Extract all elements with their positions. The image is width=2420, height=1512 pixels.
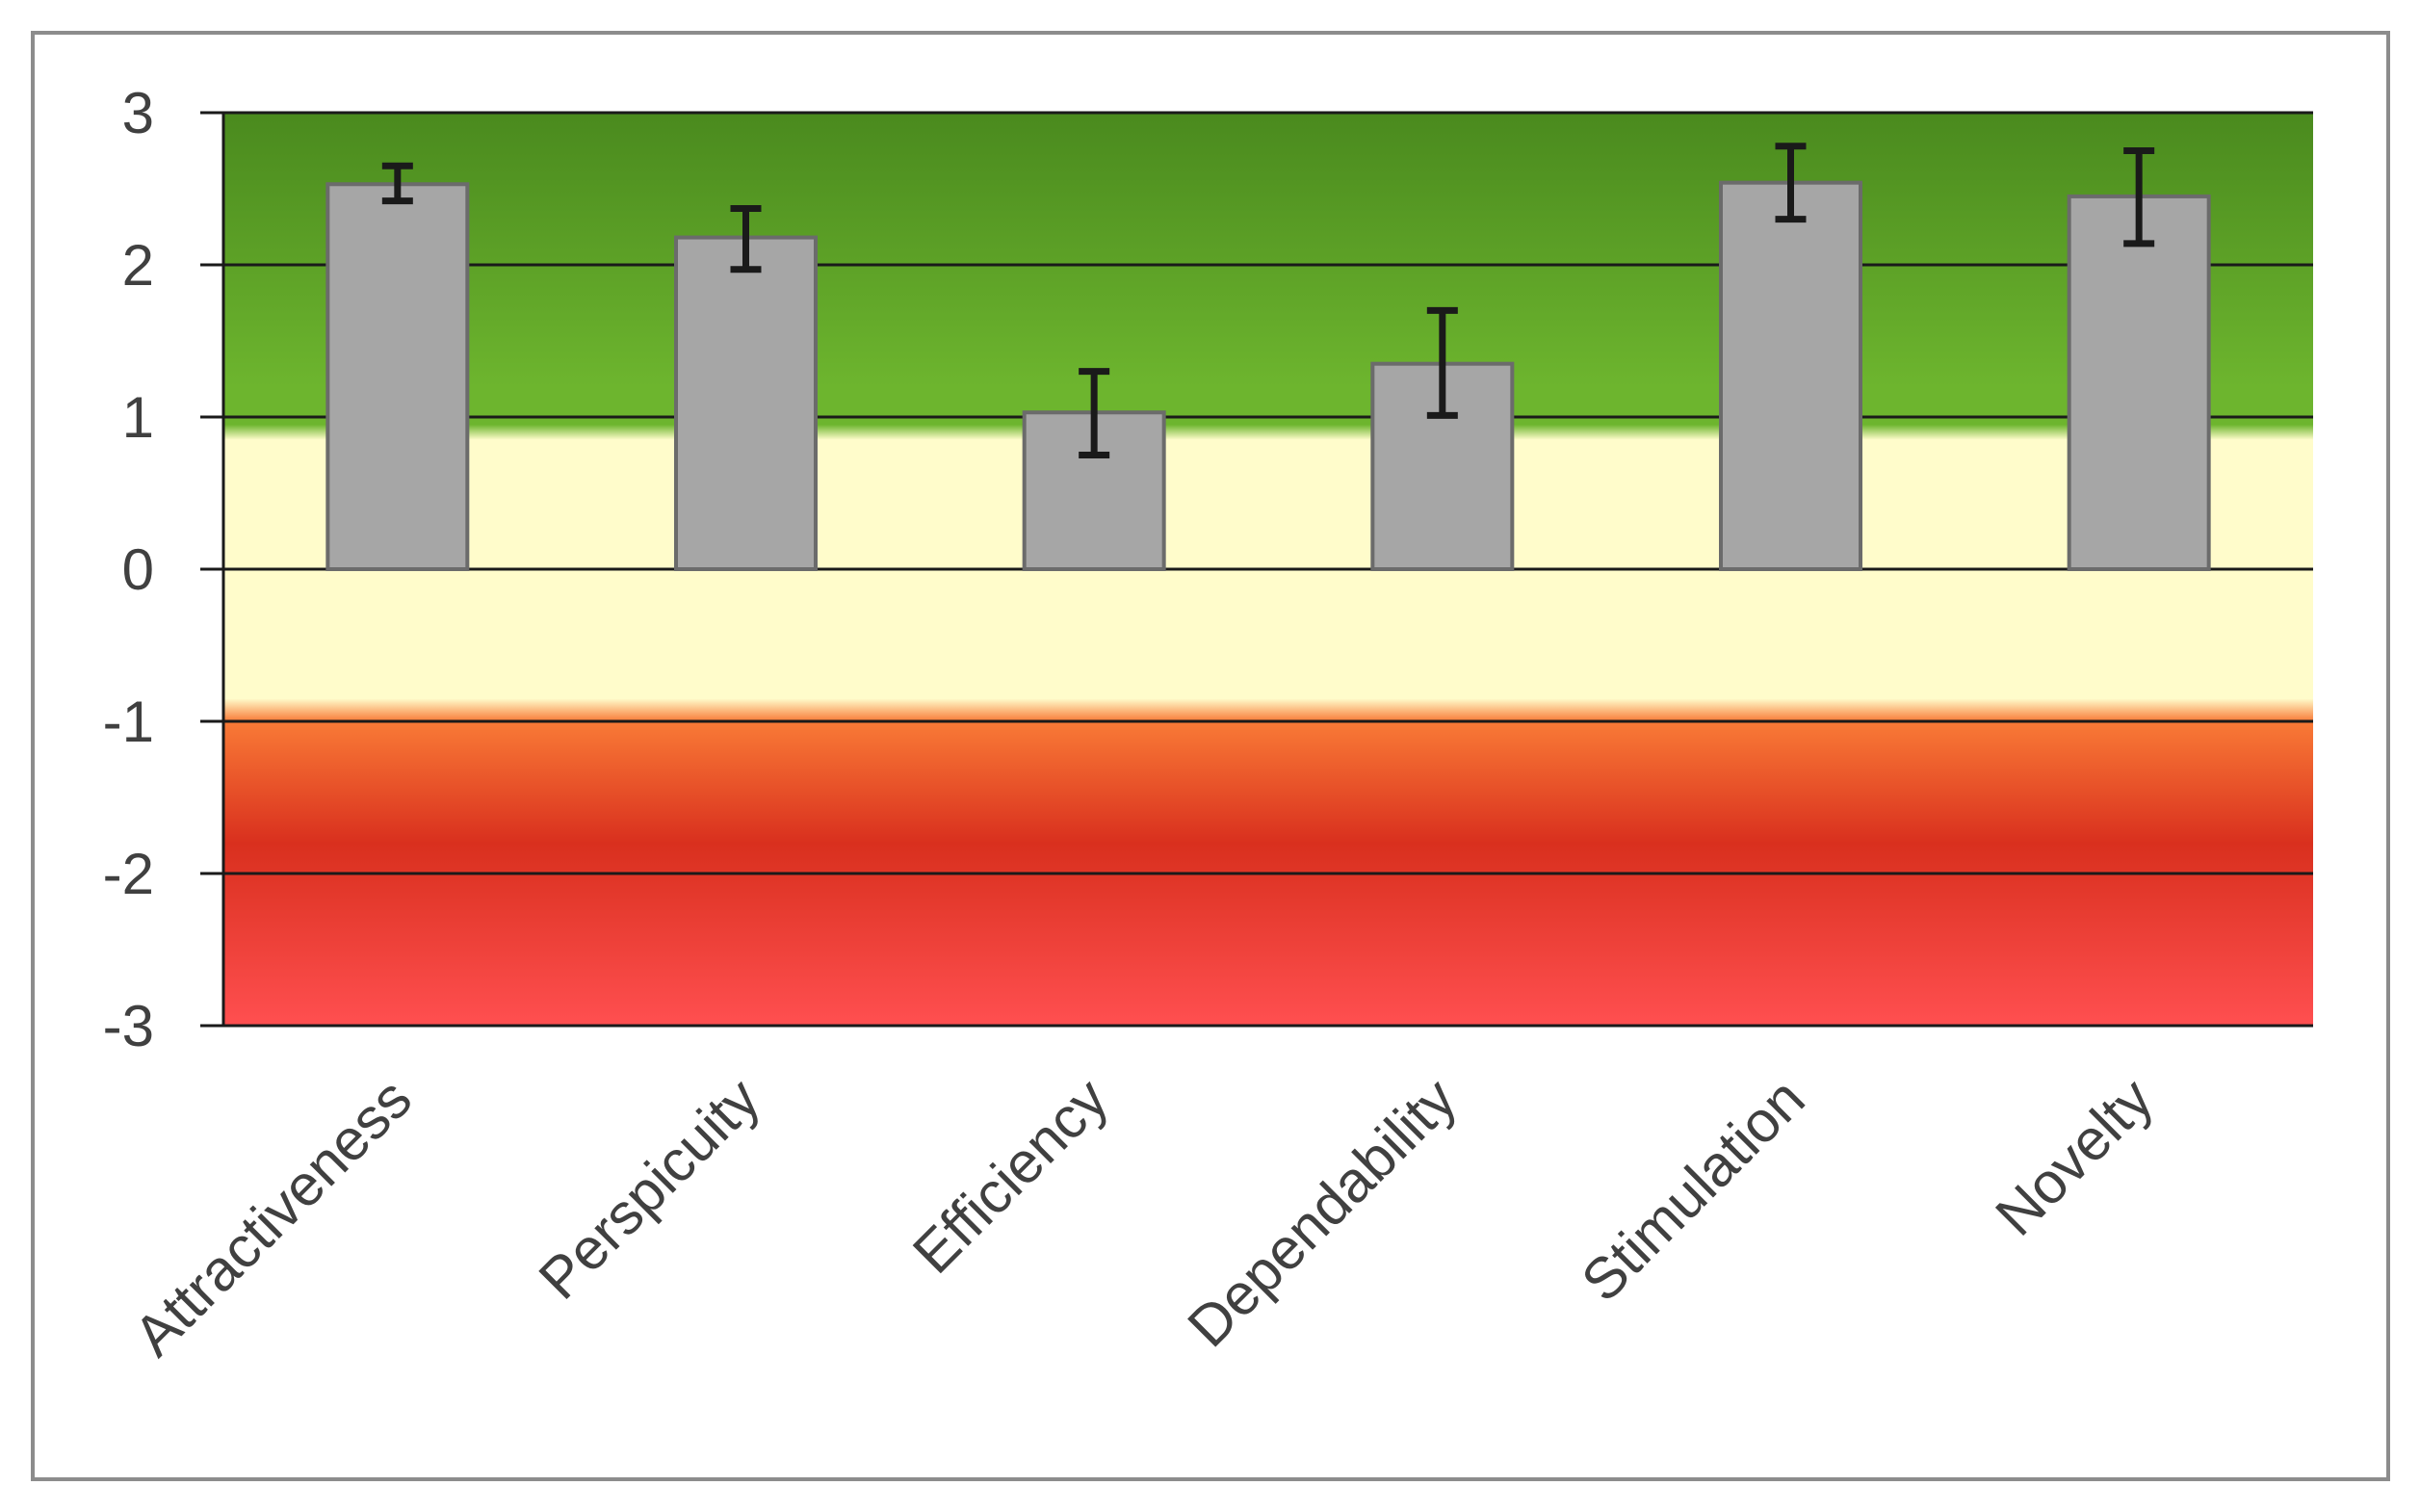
x-category-label: Efficiency: [900, 1066, 1120, 1286]
y-tick-label: 0: [122, 537, 154, 602]
x-category-label: Perspicuity: [527, 1066, 772, 1312]
x-category-labels: Attractiveness Perspicuity Efficiency Depen…: [121, 1066, 2165, 1369]
y-tick-label: 3: [122, 81, 154, 145]
error-bar-attractiveness: [381, 162, 413, 205]
error-bar-perspicuity: [730, 205, 762, 274]
error-bar-stimulation: [1775, 143, 1807, 223]
bar-stimulation: [1719, 180, 1862, 571]
bar-novelty: [2067, 194, 2211, 571]
y-tick-labels: 3 2 1 0 -1 -2 -3: [103, 81, 154, 1058]
bars: [325, 180, 2211, 572]
y-tick-label: -3: [103, 994, 154, 1058]
error-bar-efficiency: [1079, 368, 1110, 458]
error-bars: [381, 143, 2155, 458]
x-category-label: Dependability: [1176, 1066, 1469, 1359]
y-tick-label: 1: [122, 385, 154, 450]
error-bar-novelty: [2123, 147, 2155, 248]
y-tick-label: -2: [103, 842, 154, 906]
gridlines: [200, 111, 2313, 1028]
x-category-label: Novelty: [1984, 1066, 2166, 1248]
x-category-label: Attractiveness: [121, 1066, 424, 1369]
y-tick-label: -1: [103, 690, 154, 754]
error-bar-dependability: [1426, 306, 1458, 419]
bar-perspicuity: [674, 235, 818, 571]
y-tick-label: 2: [122, 233, 154, 298]
x-category-label: Stimulation: [1569, 1066, 1816, 1314]
bar-attractiveness: [325, 182, 470, 571]
